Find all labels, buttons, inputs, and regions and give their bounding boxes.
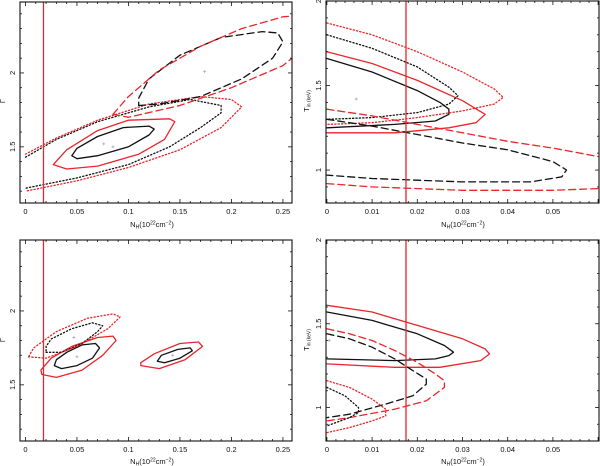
contour-red-dashed <box>112 15 292 115</box>
best-fit-marker <box>75 355 79 359</box>
best-fit-marker <box>111 145 115 149</box>
x-tick-label: 0.1 <box>123 445 133 454</box>
contour-black-solid <box>326 311 455 362</box>
contour-red-solid <box>52 118 176 170</box>
contour-black-dashed <box>326 118 568 183</box>
x-tick-label: 0.2 <box>226 207 236 216</box>
x-tick-label: 0.03 <box>455 445 470 454</box>
contour-black-solid <box>53 342 101 370</box>
panel-top-left-gamma-vs-nh: 0 0.05 0.1 0.15 0.2 0.25 1.5 2 <box>8 1 293 216</box>
panel-top-right-tin-vs-nh: 0 0.01 0.02 0.03 0.04 0.05 1 1.5 2 <box>314 0 600 216</box>
best-fit-marker <box>171 353 175 357</box>
x-tick-label: 0.02 <box>410 445 425 454</box>
x-tick-label: 0.25 <box>276 445 291 454</box>
plot-area <box>326 304 491 434</box>
y-tick-label: 2 <box>8 309 17 313</box>
y-tick-label: 1.5 <box>314 319 323 329</box>
panel-bottom-right-tin-vs-nh: 0 0.01 0.02 0.03 0.04 0.05 1 1.5 2 <box>314 238 600 454</box>
x-tick-label: 0.01 <box>365 207 380 216</box>
y-axis-label-bottom-right: Tin (keV) <box>302 329 313 351</box>
y-tick-label: 2 <box>314 238 323 242</box>
x-tick-label: 0.25 <box>276 207 291 216</box>
contour-black-dashed <box>326 333 427 419</box>
y-tick-label: 1.5 <box>314 80 323 90</box>
plot-area <box>326 22 599 191</box>
plot-frame <box>325 0 600 204</box>
x-tick-label: 0.01 <box>365 445 380 454</box>
contour-red-dotted <box>27 313 121 359</box>
x-tick-label: 0.02 <box>410 207 425 216</box>
contour-red-dashed <box>326 182 599 191</box>
contour-black-dotted <box>326 386 360 427</box>
plot-frame <box>325 239 600 442</box>
x-tick-label: 0 <box>325 445 329 454</box>
contour-black-solid <box>156 347 193 364</box>
best-fit-marker <box>203 69 207 73</box>
contour-red-solid <box>326 51 486 134</box>
x-tick-label: 0.05 <box>70 207 85 216</box>
y-tick-label: 1 <box>314 405 323 409</box>
contour-red-solid <box>40 335 117 379</box>
x-axis-label-bottom-left: NH(1022cm−2) <box>130 457 174 466</box>
plot-frame <box>19 239 293 442</box>
x-tick-label: 0.2 <box>226 445 236 454</box>
contour-red-solid <box>326 304 491 368</box>
x-tick-label: 0 <box>325 207 329 216</box>
x-tick-label: 0.05 <box>546 445 561 454</box>
contour-red-dashed <box>112 57 292 118</box>
best-fit-marker <box>72 336 76 340</box>
x-axis-label-top-right: NH(1022cm−2) <box>441 220 485 231</box>
x-tick-label: 0.04 <box>500 207 515 216</box>
y-tick-label: 1 <box>314 168 323 172</box>
x-tick-label: 0.03 <box>455 207 470 216</box>
best-fit-marker <box>102 142 106 146</box>
x-tick-label: 0 <box>23 445 27 454</box>
x-tick-label: 0.04 <box>500 445 515 454</box>
x-tick-label: 0.1 <box>123 207 133 216</box>
y-axis-label-top-left: Γ <box>0 99 7 103</box>
x-tick-label: 0.15 <box>173 207 188 216</box>
y-tick-label: 2 <box>8 71 17 75</box>
plot-area <box>27 313 204 379</box>
contour-red-dotted <box>326 22 504 126</box>
contour-red-solid <box>140 341 204 370</box>
x-axis-label-bottom-right: NH(1022cm−2) <box>441 457 485 466</box>
x-tick-label: 0 <box>23 207 27 216</box>
x-tick-label: 0.05 <box>70 445 85 454</box>
contour-red-dotted <box>24 95 243 192</box>
y-axis-label-top-right: Tin (keV) <box>302 90 313 112</box>
contour-black-solid <box>71 125 155 160</box>
x-tick-label: 0.15 <box>173 445 188 454</box>
x-axis-label-top-left: NH(1022cm−2) <box>130 220 174 231</box>
contour-black-dotted <box>24 98 222 189</box>
contour-red-dashed <box>326 328 446 422</box>
panel-bottom-left-gamma-vs-nh: 0 0.05 0.1 0.15 0.2 0.25 1.5 2 <box>8 239 293 454</box>
y-tick-label: 1.5 <box>8 380 17 390</box>
plot-area <box>24 15 292 192</box>
y-tick-label: 1.5 <box>8 142 17 152</box>
contour-red-dashed <box>326 108 599 158</box>
y-axis-label-bottom-left: Γ <box>0 338 7 342</box>
contour-red-dotted <box>326 380 387 434</box>
contour-black-dotted <box>326 34 459 120</box>
y-tick-label: 2 <box>314 0 323 3</box>
best-fit-marker <box>354 97 358 101</box>
x-tick-label: 0.05 <box>546 207 561 216</box>
best-fit-marker <box>327 339 331 342</box>
